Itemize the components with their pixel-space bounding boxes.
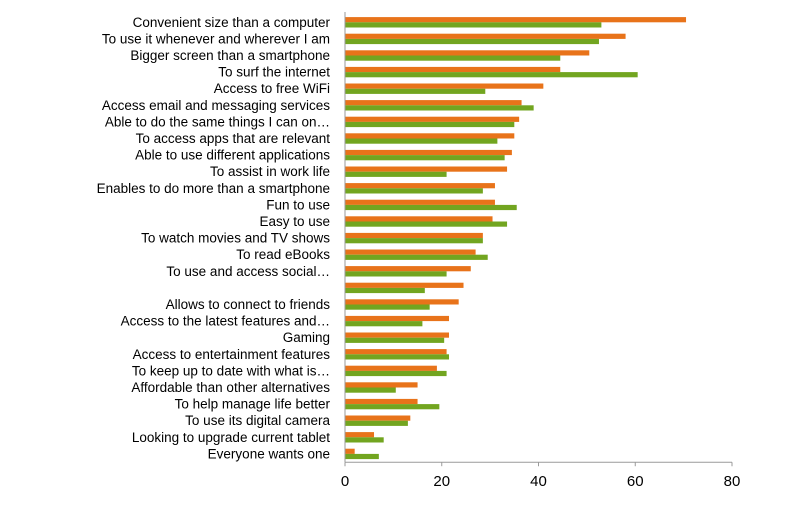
bar-series-0-item-16	[345, 282, 464, 288]
bar-series-0-item-15	[345, 266, 471, 272]
category-label: Allows to connect to friends	[166, 297, 331, 312]
bar-series-1-item-18	[345, 321, 423, 327]
bar-series-1-item-7	[345, 138, 498, 144]
bar-series-0-item-2	[345, 50, 590, 56]
category-label: Convenient size than a computer	[133, 15, 331, 30]
category-label: To surf the internet	[218, 65, 330, 80]
bar-series-1-item-5	[345, 105, 534, 111]
bar-series-0-item-25	[345, 432, 375, 438]
category-label: Able to use different applications	[135, 148, 330, 163]
bar-series-0-item-9	[345, 166, 508, 172]
bar-series-0-item-6	[345, 116, 520, 122]
category-label: Access to entertainment features	[133, 347, 331, 362]
bar-series-1-item-4	[345, 88, 486, 94]
category-label: To use and access social…	[166, 264, 330, 279]
bar-series-0-item-24	[345, 415, 411, 421]
bar-series-1-item-20	[345, 354, 450, 360]
category-label: Fun to use	[266, 197, 330, 212]
bar-series-1-item-14	[345, 254, 488, 260]
category-label: Access email and messaging services	[102, 98, 330, 113]
bar-series-1-item-0	[345, 22, 602, 28]
bar-series-1-item-1	[345, 38, 599, 45]
bar-series-0-item-14	[345, 249, 476, 255]
bar-series-0-item-10	[345, 183, 495, 189]
bar-series-1-item-24	[345, 420, 408, 426]
bar-series-1-item-25	[345, 437, 384, 443]
category-label: Gaming	[283, 330, 330, 345]
bar-series-1-item-16	[345, 287, 425, 294]
bar-series-0-item-22	[345, 382, 418, 388]
x-ticks-group: 0 20 40 60 80	[341, 462, 741, 490]
bar-series-0-item-21	[345, 365, 437, 371]
x-tick-label: 20	[433, 473, 450, 490]
bar-series-0-item-3	[345, 66, 561, 73]
bar-series-1-item-8	[345, 155, 505, 161]
bar-series-0-item-7	[345, 133, 515, 139]
category-label: Easy to use	[259, 214, 330, 229]
bar-series-1-item-13	[345, 238, 483, 244]
bar-series-1-item-21	[345, 370, 447, 377]
category-label: To watch movies and TV shows	[141, 231, 330, 246]
bar-series-0-item-26	[345, 448, 355, 454]
bar-series-0-item-1	[345, 33, 626, 39]
x-tick-label: 40	[530, 473, 547, 490]
bar-series-0-item-17	[345, 299, 459, 305]
x-tick-label: 80	[724, 473, 741, 490]
category-label: To access apps that are relevant	[136, 131, 331, 146]
bar-series-0-item-12	[345, 216, 493, 222]
category-label: Access to the latest features and…	[121, 314, 330, 329]
bar-series-0-item-13	[345, 232, 483, 239]
category-label: Affordable than other alternatives	[131, 380, 330, 395]
bar-series-0-item-11	[345, 199, 495, 205]
category-label: Enables to do more than a smartphone	[97, 181, 330, 196]
category-label: Everyone wants one	[208, 446, 330, 461]
category-label: To help manage life better	[175, 397, 331, 412]
bars-group	[345, 17, 687, 460]
bar-series-0-item-8	[345, 149, 512, 156]
category-label: Looking to upgrade current tablet	[132, 430, 330, 445]
bar-series-1-item-12	[345, 221, 508, 227]
bar-series-0-item-18	[345, 315, 450, 322]
bar-series-1-item-6	[345, 121, 515, 128]
bar-series-0-item-5	[345, 100, 522, 106]
category-label: To assist in work life	[210, 164, 330, 179]
category-label: To use its digital camera	[185, 413, 330, 428]
bar-series-0-item-19	[345, 332, 450, 338]
bar-series-1-item-3	[345, 72, 638, 78]
bar-series-0-item-0	[345, 17, 687, 23]
bar-series-1-item-19	[345, 337, 445, 343]
bar-series-1-item-2	[345, 55, 561, 61]
bar-series-1-item-11	[345, 204, 517, 211]
bar-series-0-item-4	[345, 83, 544, 89]
category-label: Able to do the same things I can on…	[105, 114, 330, 129]
x-tick-label: 60	[627, 473, 644, 490]
category-label: Bigger screen than a smartphone	[130, 48, 330, 63]
bar-series-1-item-23	[345, 404, 440, 410]
bar-series-1-item-9	[345, 171, 447, 177]
category-label: To read eBooks	[236, 247, 330, 262]
bar-series-1-item-15	[345, 271, 447, 277]
category-label: To use it whenever and wherever I am	[102, 31, 330, 46]
x-tick-label: 0	[341, 473, 349, 490]
bar-series-0-item-20	[345, 349, 447, 355]
bar-series-1-item-26	[345, 453, 379, 460]
category-label: Access to free WiFi	[214, 81, 330, 96]
bar-series-1-item-17	[345, 304, 430, 310]
bar-series-1-item-10	[345, 188, 483, 194]
bar-series-0-item-23	[345, 398, 418, 405]
bar-series-1-item-22	[345, 387, 396, 393]
category-label: To keep up to date with what is…	[132, 363, 330, 378]
